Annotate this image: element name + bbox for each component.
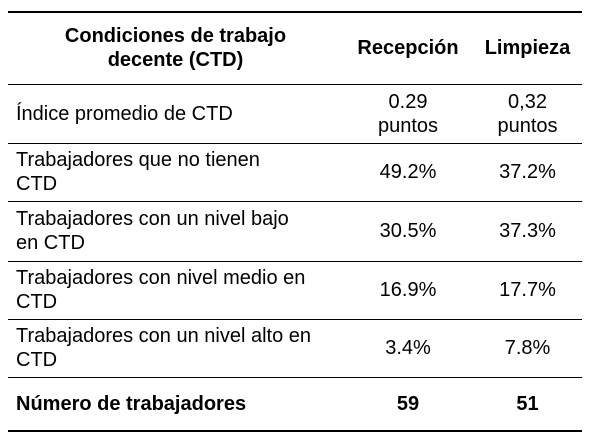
row-label-text: Trabajadores con un nivel alto en CTD: [16, 324, 331, 372]
row-rule: [8, 201, 582, 202]
row-limpieza: 7.8%: [473, 336, 582, 360]
table-row: Índice promedio de CTD 0.29 puntos 0,32 …: [8, 86, 582, 142]
header-limpieza: Limpieza: [473, 36, 582, 60]
row-label-text: Trabajadores con nivel medio en CTD: [16, 266, 326, 314]
table-total-row: Número de trabajadores 59 51: [8, 380, 582, 428]
row-recepcion: 3.4%: [343, 336, 473, 360]
table-header-row: Condiciones de trabajo decente (CTD) Rec…: [8, 18, 582, 78]
row-rule: [8, 143, 582, 144]
row-label: Trabajadores con nivel medio en CTD: [8, 266, 343, 314]
row-limpieza-value: 0,32 puntos: [488, 90, 568, 138]
table-row: Trabajadores con nivel medio en CTD 16.9…: [8, 263, 582, 317]
total-limpieza: 51: [473, 392, 582, 416]
row-recepcion: 49.2%: [343, 160, 473, 184]
row-label: Trabajadores que no tienen CTD: [8, 148, 343, 196]
header-recepcion: Recepción: [343, 36, 473, 60]
row-recepcion: 16.9%: [343, 278, 473, 302]
row-recepcion: 0.29 puntos: [343, 90, 473, 138]
row-label-text: Trabajadores que no tienen CTD: [16, 148, 306, 196]
row-label: Índice promedio de CTD: [8, 102, 343, 126]
row-limpieza: 37.2%: [473, 160, 582, 184]
header-rule: [8, 84, 582, 85]
header-conditions-text: Condiciones de trabajo decente (CTD): [46, 24, 306, 72]
total-recepcion: 59: [343, 392, 473, 416]
total-rule: [8, 377, 582, 378]
table-top-rule: [8, 11, 582, 13]
table-row: Trabajadores con un nivel bajo en CTD 30…: [8, 203, 582, 259]
row-label: Trabajadores con un nivel bajo en CTD: [8, 207, 343, 255]
row-label: Trabajadores con un nivel alto en CTD: [8, 324, 343, 372]
row-recepcion: 30.5%: [343, 219, 473, 243]
row-rule: [8, 319, 582, 320]
row-recepcion-value: 0.29 puntos: [368, 90, 448, 138]
row-rule: [8, 261, 582, 262]
table-row: Trabajadores con un nivel alto en CTD 3.…: [8, 321, 582, 375]
row-limpieza: 17.7%: [473, 278, 582, 302]
table-bottom-rule: [8, 430, 582, 432]
total-label: Número de trabajadores: [8, 392, 343, 416]
row-label-text: Trabajadores con un nivel bajo en CTD: [16, 207, 296, 255]
header-conditions: Condiciones de trabajo decente (CTD): [8, 24, 343, 72]
row-limpieza: 0,32 puntos: [473, 90, 582, 138]
row-limpieza: 37.3%: [473, 219, 582, 243]
table-row: Trabajadores que no tienen CTD 49.2% 37.…: [8, 145, 582, 199]
